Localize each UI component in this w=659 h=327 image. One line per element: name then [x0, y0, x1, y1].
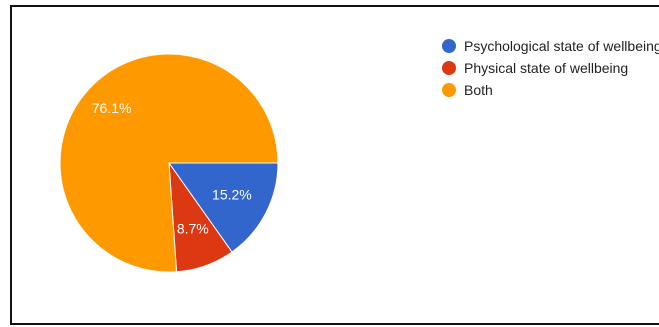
legend-swatch-physical [442, 61, 456, 75]
chart-frame: 15.2% 8.7% 76.1% Psychological state of we… [10, 5, 659, 325]
pie-label-0: 15.2% [212, 186, 252, 202]
pie-slices [59, 53, 279, 273]
pie-chart: 15.2% 8.7% 76.1% [59, 53, 279, 273]
legend: Psychological state of wellbeing Physica… [442, 35, 659, 101]
pie-slice-2 [59, 53, 279, 273]
legend-label-physical: Physical state of wellbeing [464, 60, 629, 76]
pie-label-1: 8.7% [177, 220, 209, 236]
legend-item-physical: Physical state of wellbeing [442, 57, 659, 79]
legend-swatch-both [442, 83, 456, 97]
legend-item-psychological: Psychological state of wellbeing [442, 35, 659, 57]
legend-swatch-psychological [442, 39, 456, 53]
legend-label-psychological: Psychological state of wellbeing [464, 38, 659, 54]
pie-slice-0 [168, 162, 279, 253]
pie-labels: 15.2% 8.7% 76.1% [92, 100, 252, 236]
legend-label-both: Both [464, 82, 493, 98]
pie-label-2: 76.1% [92, 100, 132, 116]
legend-item-both: Both [442, 79, 659, 101]
